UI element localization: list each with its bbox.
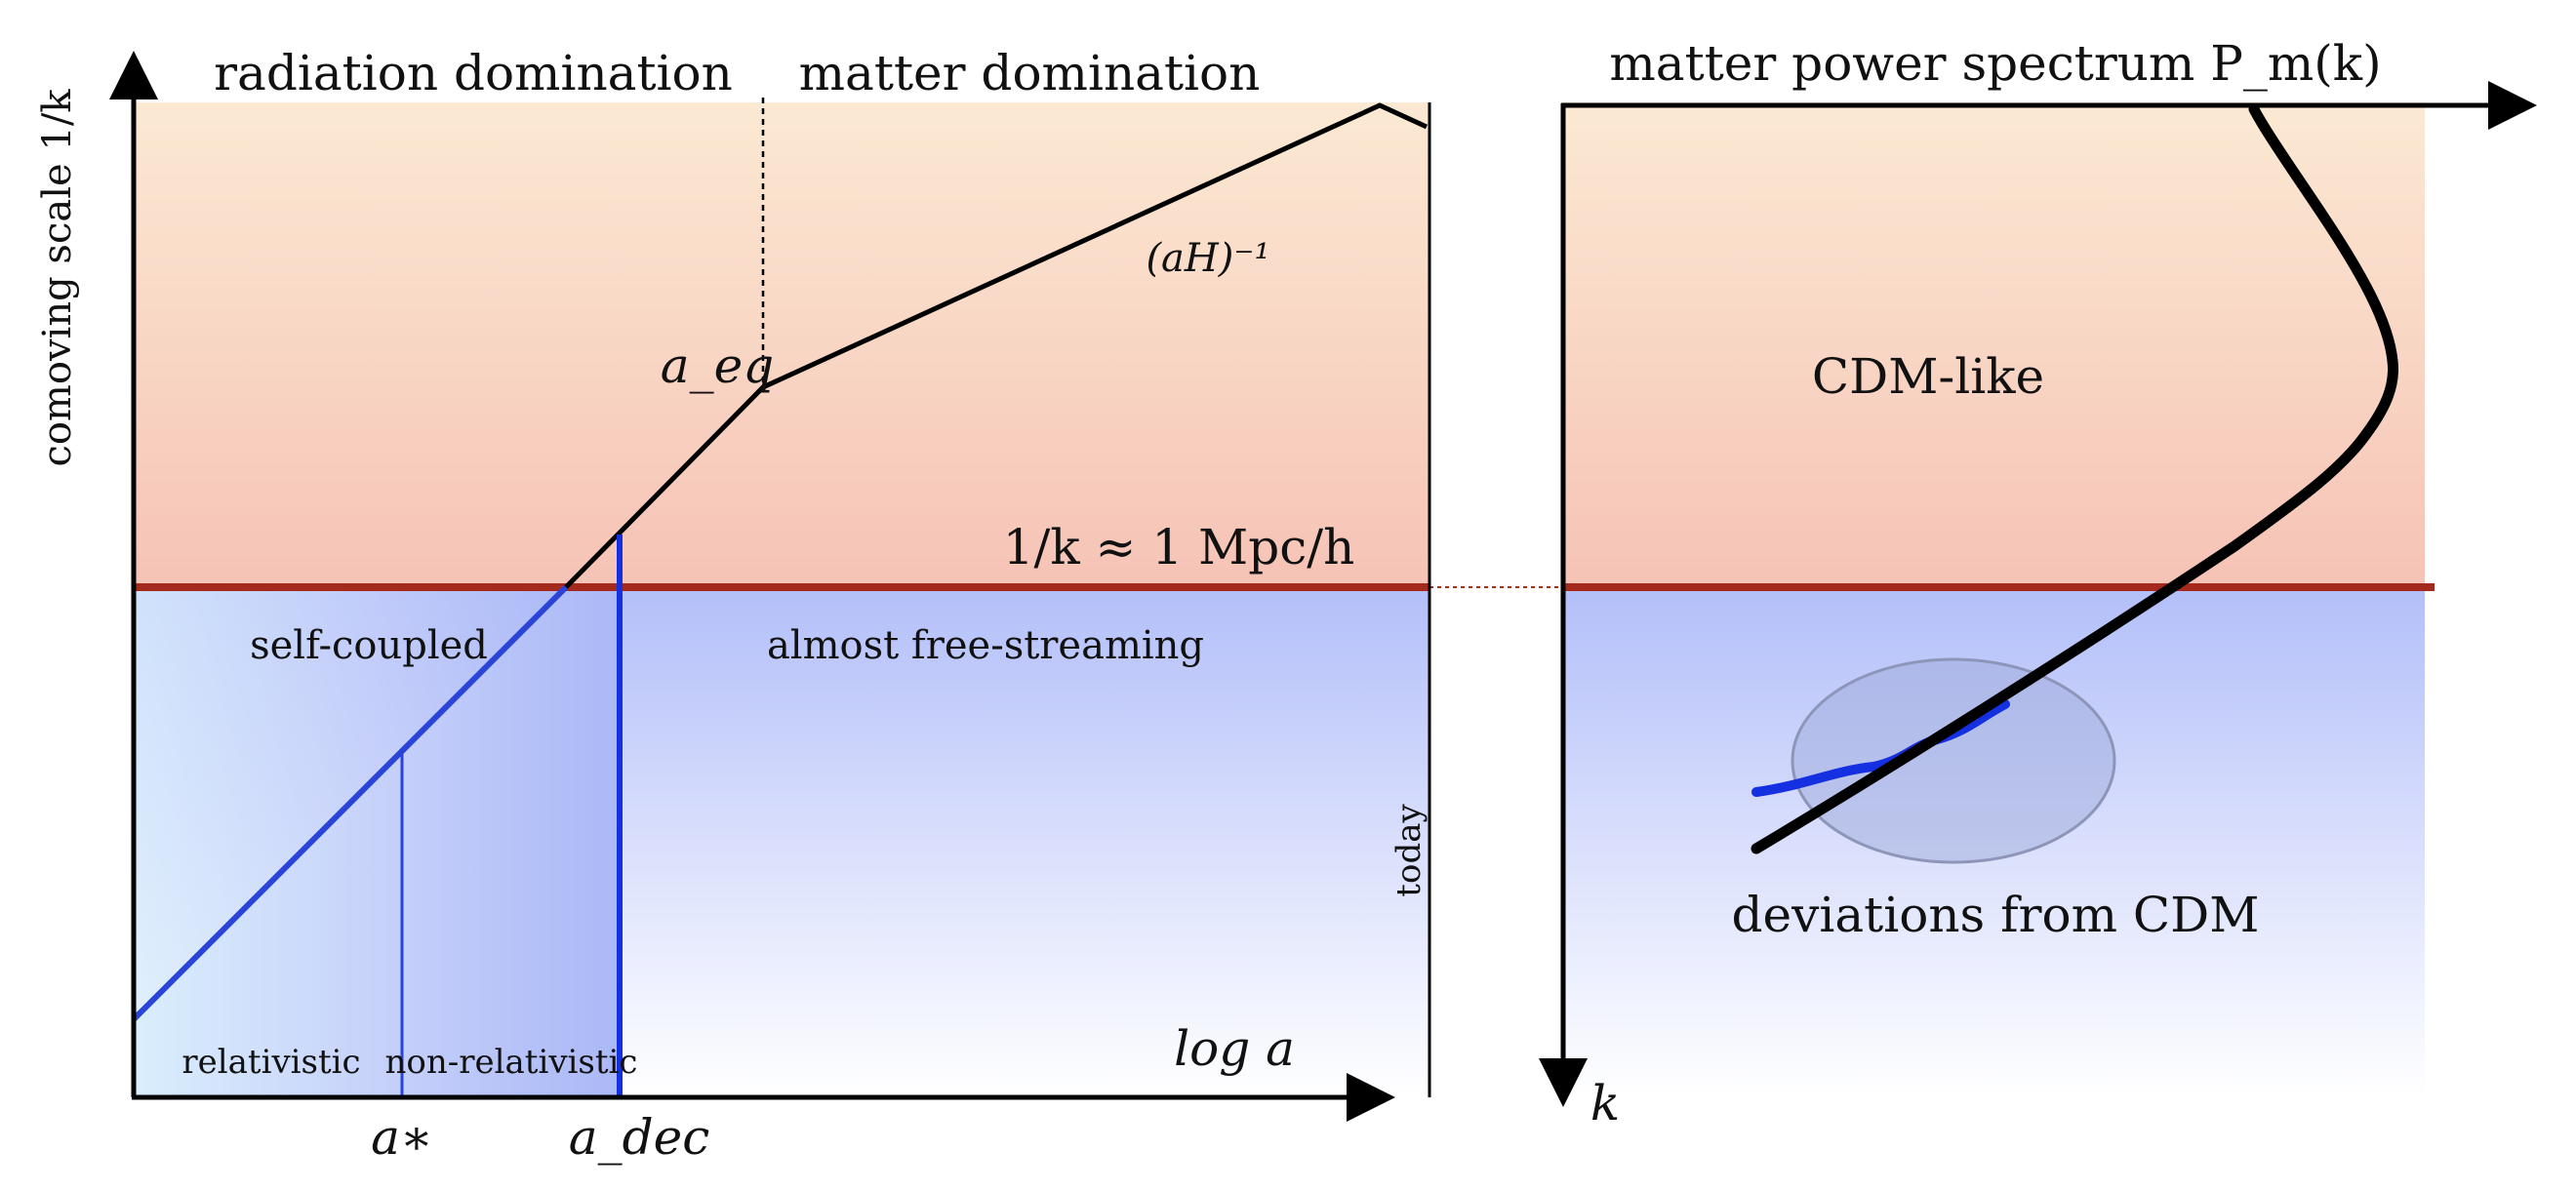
power-spectrum-cdm-curve (1751, 103, 2399, 854)
matter-domination-label: matter domination (799, 45, 1261, 101)
right-cool-region (1563, 587, 2425, 1097)
left-warm-region (134, 102, 1429, 587)
cdm-like-label: CDM-like (1812, 348, 2044, 405)
power-spectrum-title: matter power spectrum P_m(k) (1609, 35, 2381, 92)
k-axis-label: k (1590, 1075, 1620, 1131)
a-dec-tick-label: a_dec (569, 1109, 709, 1166)
y-axis-label: comoving scale 1/k (35, 89, 80, 467)
radiation-domination-label: radiation domination (214, 45, 733, 101)
relativistic-label: relativistic (181, 1043, 360, 1082)
self-coupled-label: self-coupled (250, 623, 488, 668)
non-relativistic-label: non-relativistic (385, 1043, 638, 1082)
today-label: today (1389, 804, 1429, 897)
scale-line-label: 1/k ≈ 1 Mpc/h (1003, 519, 1355, 575)
early-region (134, 587, 620, 1097)
self-coupled-boundary (131, 584, 569, 1022)
deviations-label: deviations from CDM (1732, 887, 2260, 943)
a-star-tick-label: a∗ (371, 1109, 433, 1166)
deviation-ellipse (1791, 657, 2116, 864)
hubble-horizon-curve (564, 102, 1429, 589)
free-streaming-label: almost free-streaming (767, 623, 1204, 668)
a-eq-label: a_eq (661, 337, 774, 394)
horizon-label: (aH)⁻¹ (1146, 236, 1269, 281)
x-axis-label: log a (1174, 1020, 1295, 1077)
